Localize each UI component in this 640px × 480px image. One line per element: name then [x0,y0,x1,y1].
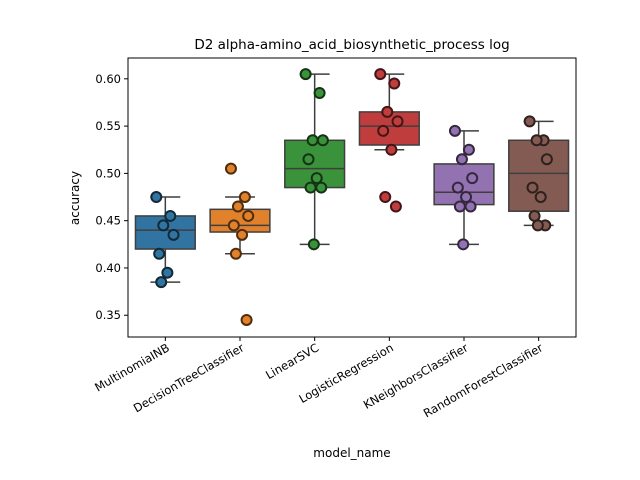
y-tick-label: 0.45 [95,214,121,228]
data-point [155,276,168,289]
data-point [310,172,323,185]
data-point [313,86,326,99]
x-tick-label: RandomForestClassifier [421,340,545,420]
data-point [302,153,315,166]
data-point [379,191,392,204]
data-point [153,247,166,260]
data-point [164,209,177,222]
data-point [464,200,477,213]
data-point [231,200,244,213]
data-point [242,209,255,222]
data-point [540,153,553,166]
y-tick-label: 0.40 [95,261,121,275]
data-point [306,134,319,147]
x-tick-label: LinearSVC [263,340,321,382]
data-point [466,172,479,185]
data-point [377,124,390,137]
data-point [453,200,466,213]
box-group [209,162,271,326]
box-group [508,115,570,232]
data-point [161,266,174,279]
data-point [307,238,320,251]
y-axis-label: accuracy [68,171,82,225]
data-point [448,124,461,137]
data-point [227,219,240,232]
data-point [304,181,317,194]
data-point [391,115,404,128]
x-axis-label: model_name [313,446,390,460]
data-point [150,191,163,204]
data-point [388,77,401,90]
y-tick-label: 0.35 [95,308,121,322]
data-point [455,153,468,166]
box-group [134,191,196,289]
data-point [381,105,394,118]
data-point [385,143,398,156]
data-point [534,191,547,204]
data-point [236,228,249,241]
data-point [374,68,387,81]
data-point [462,143,475,156]
data-point [316,134,329,147]
box-group [284,68,346,251]
data-point [238,191,251,204]
data-point [530,134,543,147]
data-point [389,200,402,213]
data-point [523,115,536,128]
data-point [229,247,242,260]
data-point [240,313,253,326]
data-point [457,238,470,251]
box-iqr [209,208,271,233]
y-tick-label: 0.50 [95,166,121,180]
box-group [433,124,495,251]
data-point [224,162,237,175]
box-group [358,68,420,213]
data-point [157,219,170,232]
data-point [315,181,328,194]
data-point [531,219,544,232]
axes-frame [127,57,577,338]
data-point [299,68,312,81]
data-point [451,181,464,194]
y-tick-label: 0.55 [95,119,121,133]
data-point [526,181,539,194]
y-axis: 0.35 0.40 0.45 0.50 0.55 0.60 [95,72,128,322]
y-tick-label: 0.60 [95,72,121,86]
chart-title: D2 alpha-amino_acid_biosynthetic_process… [194,37,509,53]
plot-area [134,68,570,326]
data-point [167,228,180,241]
data-point [460,191,473,204]
